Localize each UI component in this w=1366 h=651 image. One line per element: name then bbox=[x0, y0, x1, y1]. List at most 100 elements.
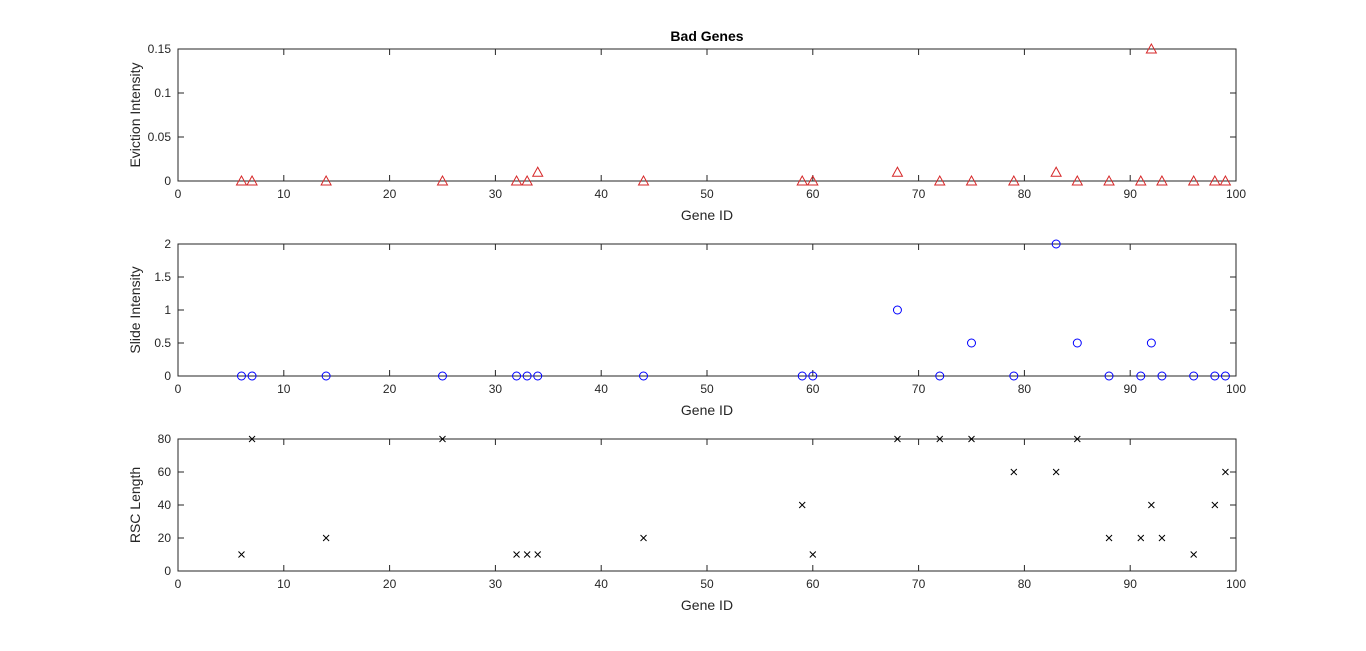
x-tick-label: 100 bbox=[1226, 577, 1246, 591]
y-axis-label: Eviction Intensity bbox=[127, 62, 143, 167]
x-tick-label: 10 bbox=[277, 187, 291, 201]
axes-box bbox=[177, 48, 1237, 182]
y-tick-label: 1 bbox=[164, 303, 171, 317]
data-point-triangle bbox=[796, 174, 809, 186]
x-tick-label: 70 bbox=[912, 577, 926, 591]
x-tick-label: 50 bbox=[700, 382, 714, 396]
data-point-triangle bbox=[320, 174, 332, 186]
x-tick-label: 60 bbox=[806, 577, 820, 591]
data-point-circle bbox=[639, 371, 649, 381]
x-tick-label: 50 bbox=[700, 577, 714, 591]
y-tick-label: 0 bbox=[164, 369, 171, 383]
y-axis-label: Slide Intensity bbox=[127, 266, 143, 353]
x-tick-label: 20 bbox=[383, 577, 397, 591]
y-tick-label: 80 bbox=[158, 432, 172, 446]
data-point-triangle bbox=[637, 174, 650, 186]
data-point-circle bbox=[808, 371, 818, 381]
x-tick-label: 80 bbox=[1018, 382, 1032, 396]
data-point-x bbox=[1158, 534, 1166, 542]
x-tick-label: 20 bbox=[383, 187, 397, 201]
data-point-circle bbox=[1051, 239, 1061, 249]
x-tick-label: 90 bbox=[1124, 187, 1138, 201]
data-point-triangle bbox=[246, 174, 258, 186]
x-tick-label: 30 bbox=[489, 382, 503, 396]
data-point-x bbox=[1010, 468, 1018, 476]
data-point-triangle bbox=[1145, 42, 1158, 54]
data-point-triangle bbox=[1156, 174, 1168, 186]
data-point-triangle bbox=[1134, 174, 1147, 186]
data-point-triangle bbox=[235, 174, 248, 186]
y-tick-label: 40 bbox=[158, 498, 172, 512]
data-point-circle bbox=[247, 371, 257, 381]
data-point-circle bbox=[967, 338, 976, 348]
x-axis-label: Gene ID bbox=[681, 207, 733, 223]
data-point-triangle bbox=[1208, 174, 1221, 186]
data-point-x bbox=[640, 534, 647, 542]
data-point-triangle bbox=[531, 166, 544, 177]
y-tick-label: 0.5 bbox=[154, 336, 171, 350]
data-point-triangle bbox=[806, 174, 819, 186]
data-point-triangle bbox=[891, 166, 904, 177]
x-tick-label: 0 bbox=[175, 577, 182, 591]
x-tick-label: 10 bbox=[277, 382, 291, 396]
data-point-circle bbox=[1189, 371, 1199, 381]
y-axis-label: RSC Length bbox=[127, 467, 143, 543]
x-tick-label: 90 bbox=[1124, 577, 1138, 591]
data-point-circle bbox=[1009, 371, 1019, 381]
data-point-x bbox=[809, 551, 817, 558]
data-point-circle bbox=[1220, 371, 1230, 381]
y-tick-label: 0.05 bbox=[148, 130, 172, 144]
y-tick-label: 60 bbox=[158, 465, 172, 479]
x-tick-label: 30 bbox=[489, 577, 503, 591]
x-tick-label: 50 bbox=[700, 187, 714, 201]
data-point-circle bbox=[533, 371, 543, 381]
axes-box bbox=[177, 243, 1237, 377]
data-point-x bbox=[1148, 501, 1155, 509]
data-point-x bbox=[1222, 468, 1229, 476]
x-axis-label: Gene ID bbox=[681, 597, 733, 613]
data-point-x bbox=[1052, 468, 1060, 476]
data-point-x bbox=[1190, 551, 1198, 558]
x-tick-label: 80 bbox=[1018, 187, 1032, 201]
data-point-triangle bbox=[933, 174, 946, 186]
data-point-circle bbox=[1136, 371, 1146, 381]
x-tick-label: 20 bbox=[383, 382, 397, 396]
chart-title: Bad Genes bbox=[670, 28, 743, 44]
data-point-triangle bbox=[1071, 174, 1084, 186]
y-tick-label: 0 bbox=[164, 564, 171, 578]
data-point-circle bbox=[1157, 371, 1167, 381]
data-point-x bbox=[894, 435, 901, 443]
x-tick-label: 70 bbox=[912, 382, 926, 396]
data-point-x bbox=[523, 551, 531, 558]
data-point-triangle bbox=[1050, 166, 1062, 177]
x-axis-label: Gene ID bbox=[681, 402, 733, 418]
y-tick-label: 0.15 bbox=[148, 42, 172, 56]
data-point-x bbox=[322, 534, 330, 542]
y-tick-label: 1.5 bbox=[154, 270, 171, 284]
data-point-x bbox=[968, 435, 975, 443]
y-tick-label: 0.1 bbox=[154, 86, 171, 100]
data-point-triangle bbox=[436, 174, 449, 186]
data-point-circle bbox=[236, 371, 246, 381]
y-tick-label: 20 bbox=[158, 531, 172, 545]
data-point-x bbox=[936, 435, 944, 443]
x-tick-label: 70 bbox=[912, 187, 926, 201]
x-tick-label: 100 bbox=[1226, 382, 1246, 396]
x-tick-label: 60 bbox=[806, 187, 820, 201]
data-point-x bbox=[513, 551, 520, 558]
data-point-x bbox=[1137, 534, 1145, 542]
data-point-x bbox=[534, 551, 542, 558]
data-point-x bbox=[1105, 534, 1113, 542]
data-point-x bbox=[1073, 435, 1081, 443]
x-tick-label: 30 bbox=[489, 187, 503, 201]
data-point-x bbox=[439, 435, 446, 443]
data-point-triangle bbox=[1219, 174, 1232, 186]
y-tick-label: 2 bbox=[164, 237, 171, 251]
data-point-triangle bbox=[521, 174, 533, 186]
data-point-circle bbox=[522, 371, 532, 381]
x-tick-label: 80 bbox=[1018, 577, 1032, 591]
x-tick-label: 40 bbox=[595, 577, 609, 591]
data-point-circle bbox=[1072, 338, 1082, 348]
data-point-circle bbox=[892, 305, 902, 315]
data-point-triangle bbox=[965, 174, 978, 186]
